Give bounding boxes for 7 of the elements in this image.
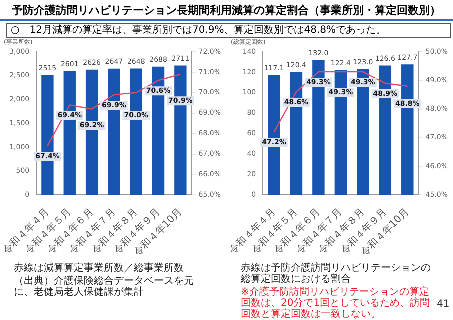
text: 赤線は減算算定事業所数／総事業所数 bbox=[14, 263, 185, 274]
chart-subtitle: ○ 12月減算の算定率は、事業所別では70.9%、算定回数別では48.8%であった。 bbox=[6, 23, 451, 38]
text: （出典）介護保険総合データベースを元に、老健局老人保健課が集計 bbox=[14, 276, 195, 298]
text: ※介護予防訪問リハビリテーションの算定回数は、20分で1回としているため、訪問回数と算定回数は一致しない。 bbox=[241, 287, 431, 320]
text: 予防介護訪問リハビリテーション長期間利用減算の算定割合（事業所別・算定回数別） bbox=[11, 3, 442, 18]
text: 赤線は予防介護訪問リハビリテーションの総算定回数における割合 bbox=[241, 263, 431, 285]
text: 41 bbox=[437, 299, 450, 310]
